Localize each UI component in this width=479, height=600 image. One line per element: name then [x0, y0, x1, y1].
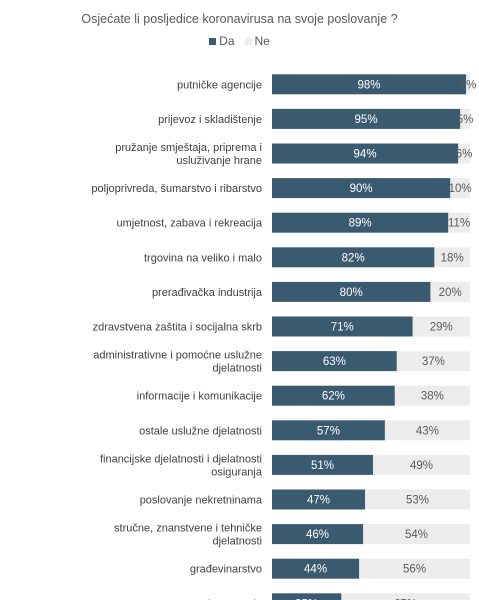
category-label: građevinarstvo — [190, 564, 262, 576]
bar-ne — [458, 143, 470, 164]
bar-da — [272, 212, 449, 233]
legend: Da Ne — [0, 34, 479, 48]
category-label: ostale uslužne djelatnosti — [139, 425, 262, 437]
bar-ne — [365, 489, 470, 510]
category-label: poslovanje nekretninama — [140, 495, 263, 507]
data-label-da: 35% — [295, 598, 318, 600]
data-label-da: 95% — [355, 114, 378, 126]
category-label: trgovina na veliko i malo — [144, 252, 262, 264]
bar-da — [272, 316, 413, 337]
data-label-ne: 56% — [403, 564, 426, 576]
data-label-ne: 20% — [439, 287, 462, 299]
data-label-ne: 5% — [457, 114, 474, 126]
data-label-ne: 2% — [460, 79, 477, 91]
data-label-ne: 43% — [416, 425, 439, 437]
data-label-da: 47% — [307, 495, 330, 507]
bar-da — [272, 351, 397, 372]
bar-da — [272, 524, 364, 545]
data-label-da: 44% — [304, 564, 327, 576]
data-label-da: 57% — [317, 425, 340, 437]
bar-ne — [448, 212, 470, 233]
data-label-ne: 37% — [422, 356, 445, 368]
data-label-da: 90% — [350, 183, 373, 195]
data-label-ne: 10% — [449, 183, 472, 195]
data-label-da: 89% — [349, 218, 372, 230]
data-label-ne: 53% — [406, 495, 429, 507]
data-label-ne: 65% — [394, 598, 417, 600]
data-label-da: 63% — [323, 356, 346, 368]
bar-da — [272, 385, 395, 406]
category-label: putničke agencije — [177, 79, 262, 91]
bar-ne — [359, 558, 470, 579]
bar-ne — [396, 351, 470, 372]
category-label: poljoprivreda, šumarstvo i ribarstvo — [91, 183, 262, 195]
bar-da — [272, 489, 366, 510]
bar-da — [272, 178, 451, 199]
bar-da — [272, 108, 461, 129]
bar-ne — [372, 454, 470, 475]
bar-ne — [450, 178, 470, 199]
data-label-ne: 29% — [430, 322, 453, 334]
legend-item-ne: Ne — [244, 34, 270, 48]
data-label-da: 71% — [331, 322, 354, 334]
legend-swatch-da — [209, 37, 217, 45]
category-label: informacije i komunikacije — [137, 391, 262, 403]
bar-ne — [341, 593, 470, 600]
legend-item-da: Da — [209, 34, 235, 48]
category-label: financijske djelatnosti i djelatnosti osi… — [100, 453, 263, 478]
category-label: stručne, znanstvene i tehničke djelatnost… — [114, 523, 262, 548]
bar-ne — [412, 316, 470, 337]
bar-da — [272, 420, 385, 441]
category-label: zdravstvena zaštita i socijalna skrb — [93, 322, 262, 334]
data-label-da: 51% — [311, 460, 334, 472]
category-label: pružanje smještaja, priprema i usluživanj… — [115, 142, 262, 167]
data-label-da: 98% — [358, 79, 381, 91]
bar-da — [272, 247, 435, 268]
category-label: prerađivačka industrija — [152, 287, 263, 299]
data-label-da: 62% — [322, 391, 345, 403]
data-label-ne: 11% — [448, 218, 470, 230]
bar-da — [272, 454, 373, 475]
data-label-da: 94% — [354, 149, 377, 161]
data-label-ne: 38% — [421, 391, 444, 403]
bar-ne — [394, 385, 470, 406]
legend-swatch-ne — [244, 37, 252, 45]
data-label-ne: 18% — [441, 252, 464, 264]
data-label-ne: 49% — [410, 460, 433, 472]
bar-da — [272, 281, 431, 302]
bar-ne — [363, 524, 470, 545]
legend-label-ne: Ne — [254, 34, 270, 48]
bar-da — [272, 143, 459, 164]
category-label: obrazovanje — [202, 598, 262, 600]
bar-ne — [430, 281, 470, 302]
bar-da — [272, 558, 360, 579]
chart-title: Osjećate li posljedice koronavirusa na s… — [81, 12, 398, 26]
legend-label-da: Da — [219, 34, 235, 48]
bar-ne — [434, 247, 470, 268]
data-label-da: 80% — [340, 287, 363, 299]
data-label-da: 82% — [342, 252, 365, 264]
bar-ne — [460, 108, 470, 129]
category-label: administrativne i pomoćne uslužne djelatn… — [93, 350, 262, 375]
bar-ne — [466, 74, 470, 95]
bar-ne — [384, 420, 470, 441]
data-label-da: 46% — [306, 529, 329, 541]
bar-da — [272, 593, 342, 600]
data-label-ne: 6% — [456, 149, 473, 161]
category-label: umjetnost, zabava i rekreacija — [116, 218, 262, 230]
data-label-ne: 54% — [405, 529, 428, 541]
category-label: prijevoz i skladištenje — [158, 114, 262, 126]
bar-da — [272, 74, 467, 95]
